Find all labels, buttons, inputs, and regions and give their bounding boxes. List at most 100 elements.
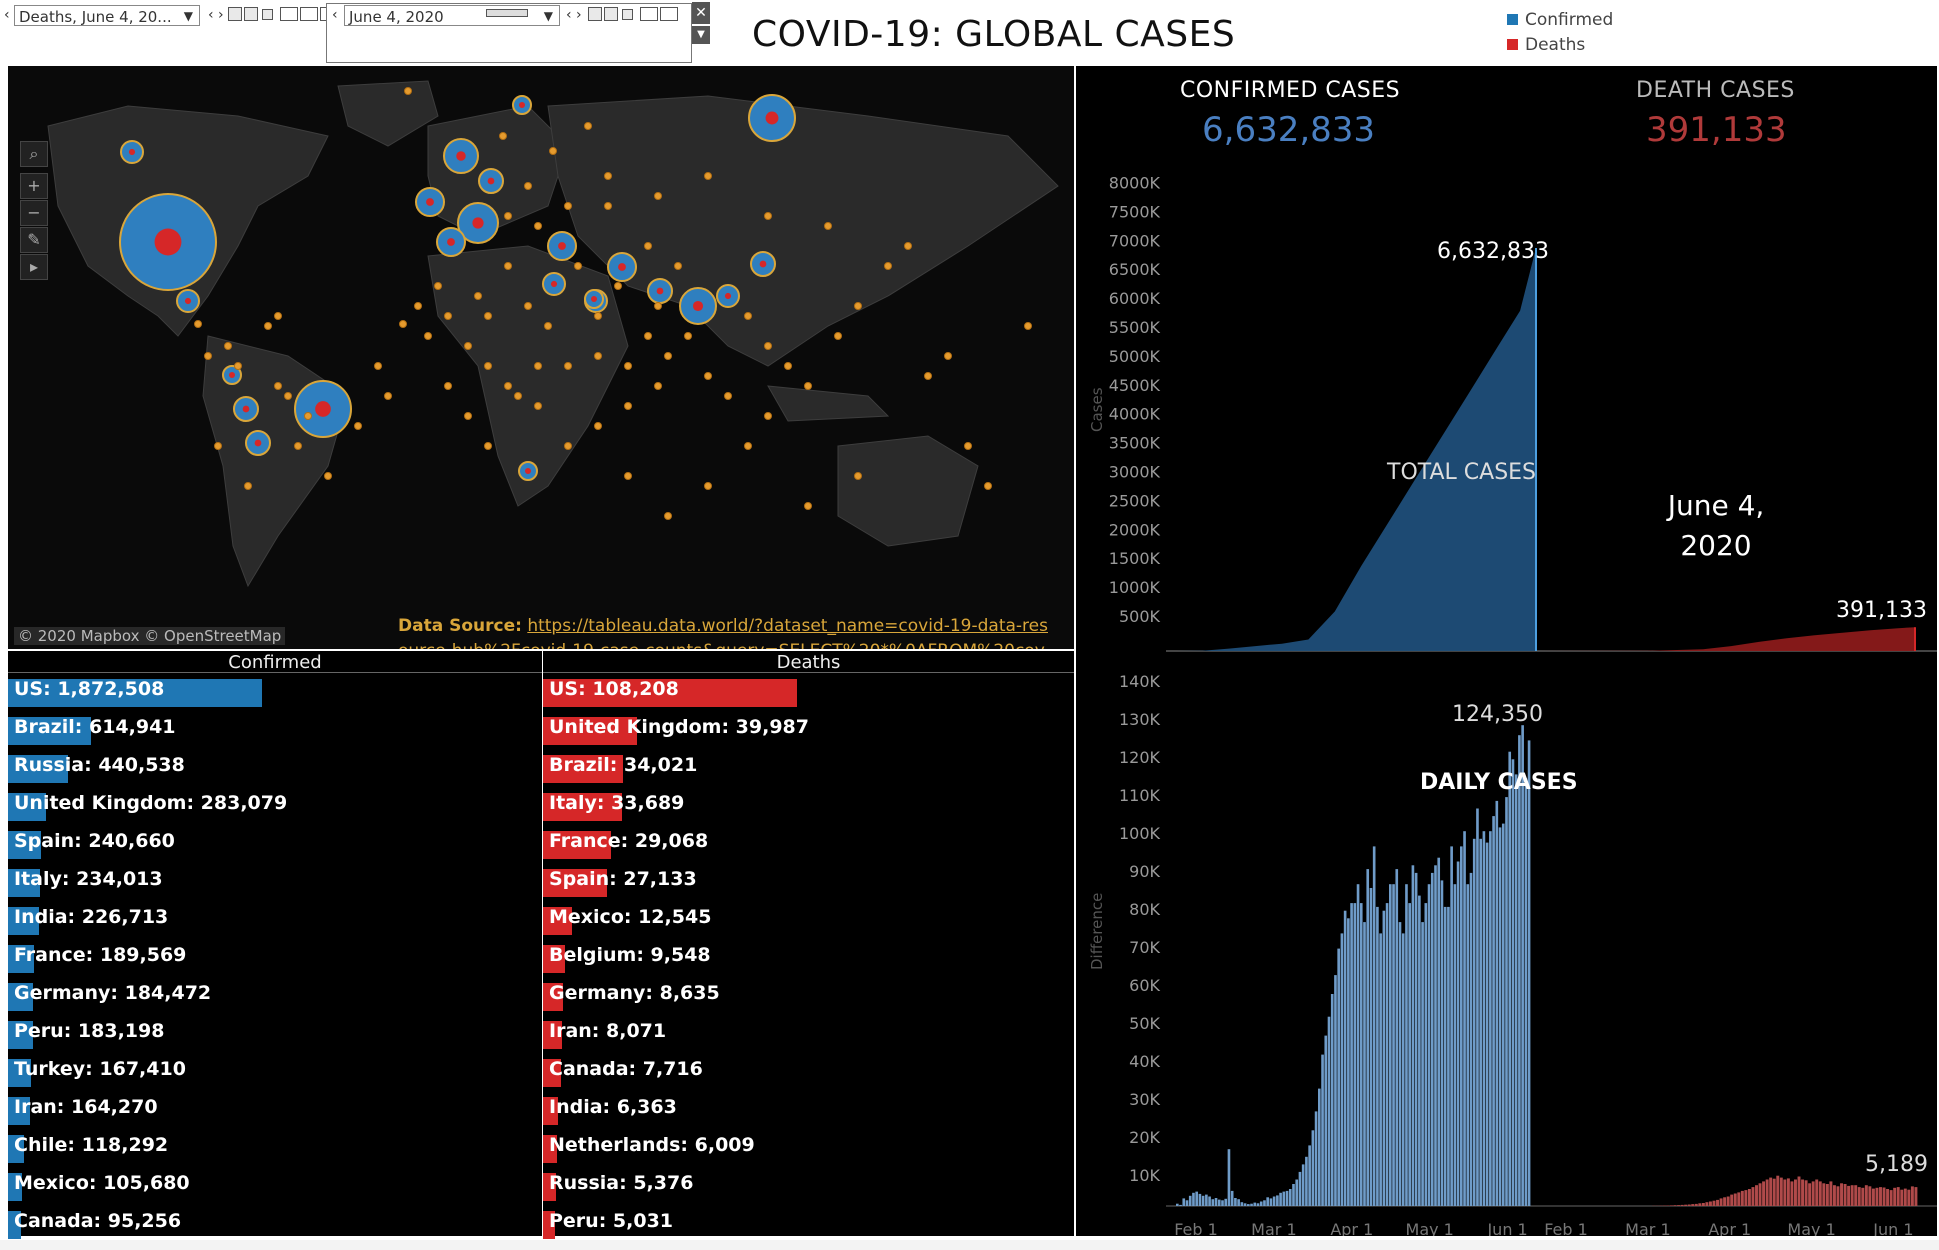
layout-icon[interactable] [280, 7, 298, 21]
layout-icon[interactable] [640, 7, 658, 21]
bar-row-germany[interactable]: Germany: 8,635 [543, 978, 1074, 1016]
layout-alt-icon[interactable] [300, 7, 318, 21]
bar-row-united-kingdom[interactable]: United Kingdom: 283,079 [8, 788, 542, 826]
country-marker [594, 422, 602, 430]
bar-row-italy[interactable]: Italy: 234,013 [8, 864, 542, 902]
bar-label: Mexico: 12,545 [549, 906, 712, 928]
prev-arrow-icon[interactable]: ‹ [4, 7, 10, 23]
layout-alt-icon[interactable] [660, 7, 678, 21]
bar-row-mexico[interactable]: Mexico: 105,680 [8, 1168, 542, 1206]
bar-row-belgium[interactable]: Belgium: 9,548 [543, 940, 1074, 978]
bar-row-chile[interactable]: Chile: 118,292 [8, 1130, 542, 1168]
bar-row-us[interactable]: US: 108,208 [543, 674, 1074, 712]
x-tick-label: Mar 1 [1625, 1220, 1670, 1236]
bar-row-russia[interactable]: Russia: 440,538 [8, 750, 542, 788]
bar-row-brazil[interactable]: Brazil: 614,941 [8, 712, 542, 750]
legend-item-confirmed[interactable]: Confirmed [1507, 10, 1613, 30]
bar-row-canada[interactable]: Canada: 7,716 [543, 1054, 1074, 1092]
zoom-out-icon[interactable]: − [20, 200, 48, 226]
zoom-in-icon[interactable]: + [20, 173, 48, 199]
charts-canvas[interactable]: 500K 1000K 1500K 2000K 2500K 3000K 3500K 4000K 4… [1076, 66, 1937, 1236]
next-arrow-icon[interactable]: › [576, 7, 582, 23]
bar-row-spain[interactable]: Spain: 240,660 [8, 826, 542, 864]
bar-row-iran[interactable]: Iran: 8,071 [543, 1016, 1074, 1054]
daily-bar [1733, 1193, 1737, 1206]
daily-chart-ylabel: Difference [1088, 892, 1106, 970]
prev-arrow-icon[interactable]: ‹ [332, 7, 338, 23]
next-frame-icon[interactable] [262, 9, 273, 20]
stop-icon[interactable] [244, 7, 258, 21]
drag-handle-icon[interactable] [486, 9, 528, 17]
country-marker [584, 122, 592, 130]
bar-row-italy[interactable]: Italy: 33,689 [543, 788, 1074, 826]
world-map[interactable]: ⌕ + − ✎ ▸ Data Source: https://tableau.d… [8, 66, 1074, 649]
daily-bar [1850, 1185, 1854, 1206]
daily-bar [1379, 933, 1382, 1206]
bar-row-peru[interactable]: Peru: 5,031 [543, 1206, 1074, 1244]
country-marker [264, 322, 272, 330]
bar-label: Spain: 240,660 [14, 830, 175, 852]
bar-row-us[interactable]: US: 1,872,508 [8, 674, 542, 712]
country-marker [414, 302, 422, 310]
measure-filter-dropdown[interactable]: Deaths, June 4, 20... ▼ [14, 5, 200, 26]
map-canvas[interactable] [8, 66, 1074, 649]
date-filter-value: June 4, 2020 [349, 8, 444, 26]
pin-icon[interactable]: ✎ [20, 227, 48, 253]
menu-chevron-icon[interactable]: ▼ [692, 26, 710, 44]
bar-label: Chile: 118,292 [14, 1134, 169, 1156]
bar-row-turkey[interactable]: Turkey: 167,410 [8, 1054, 542, 1092]
prev-arrow-icon[interactable]: ‹ [208, 7, 214, 23]
selected-date-label: June 4, 2020 [1667, 489, 1765, 562]
death-dot [519, 102, 525, 108]
daily-bar [1684, 1204, 1688, 1206]
daily-bar [1786, 1178, 1790, 1206]
daily-bar [1521, 725, 1524, 1206]
bar-row-brazil[interactable]: Brazil: 34,021 [543, 750, 1074, 788]
indonesia-land [767, 385, 890, 422]
search-icon[interactable]: ⌕ [20, 141, 48, 167]
bar-row-india[interactable]: India: 226,713 [8, 902, 542, 940]
daily-bar [1401, 933, 1405, 1206]
country-marker [684, 332, 692, 340]
prev-arrow-icon[interactable]: ‹ [566, 7, 572, 23]
country-marker [544, 322, 552, 330]
country-marker [624, 362, 632, 370]
daily-bar [1840, 1183, 1843, 1206]
expand-icon[interactable]: ▸ [20, 254, 48, 280]
play-icon[interactable] [228, 7, 242, 21]
map-attribution[interactable]: © 2020 Mapbox © OpenStreetMap [14, 627, 286, 645]
legend-item-deaths[interactable]: Deaths [1507, 35, 1585, 55]
daily-bar [1864, 1185, 1868, 1206]
next-arrow-icon[interactable]: › [218, 7, 224, 23]
greenland-land [337, 80, 439, 147]
bar-row-germany[interactable]: Germany: 184,472 [8, 978, 542, 1016]
bar-row-russia[interactable]: Russia: 5,376 [543, 1168, 1074, 1206]
daily-bar [1450, 846, 1453, 1206]
daily-bar [1321, 1054, 1324, 1206]
daily-bar [1350, 903, 1353, 1206]
next-frame-icon[interactable] [622, 9, 633, 20]
data-source-link[interactable]: https://tableau.data.world/?dataset_name… [398, 616, 1048, 649]
bar-row-france[interactable]: France: 29,068 [543, 826, 1074, 864]
daily-bar [1224, 1198, 1228, 1206]
country-marker [644, 242, 652, 250]
bar-row-peru[interactable]: Peru: 183,198 [8, 1016, 542, 1054]
bar-row-spain[interactable]: Spain: 27,133 [543, 864, 1074, 902]
bar-row-iran[interactable]: Iran: 164,270 [8, 1092, 542, 1130]
bar-label: Brazil: 34,021 [549, 754, 698, 776]
bar-row-mexico[interactable]: Mexico: 12,545 [543, 902, 1074, 940]
daily-bar [1285, 1190, 1289, 1206]
stop-icon[interactable] [604, 7, 618, 21]
country-marker [674, 262, 682, 270]
play-icon[interactable] [588, 7, 602, 21]
daily-bar [1385, 903, 1389, 1206]
bar-row-canada[interactable]: Canada: 95,256 [8, 1206, 542, 1244]
close-icon[interactable]: ✕ [692, 2, 710, 24]
country-marker [654, 192, 662, 200]
bar-row-netherlands[interactable]: Netherlands: 6,009 [543, 1130, 1074, 1168]
bar-row-united-kingdom[interactable]: United Kingdom: 39,987 [543, 712, 1074, 750]
bar-row-france[interactable]: France: 189,569 [8, 940, 542, 978]
bar-row-india[interactable]: India: 6,363 [543, 1092, 1074, 1130]
daily-bar [1376, 906, 1379, 1206]
country-marker [854, 472, 862, 480]
